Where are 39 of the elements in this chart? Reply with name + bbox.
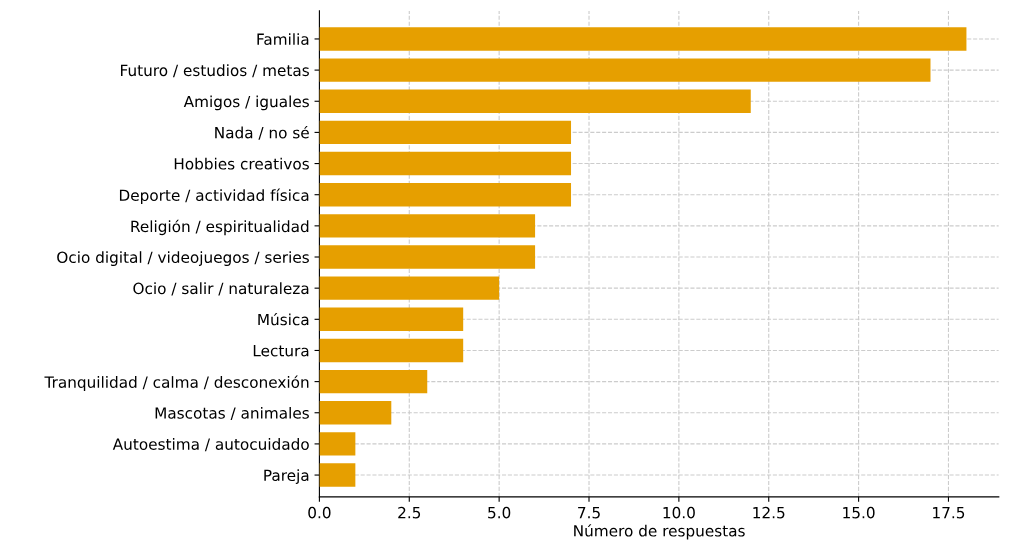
y-tick-label: Religión / espiritualidad — [131, 219, 309, 236]
y-tick-label: Deporte / actividad física — [119, 188, 309, 204]
bar — [319, 120, 572, 145]
y-tick-label: Hobbies creativos — [174, 157, 309, 170]
y-tick-label: Ocio / salir / naturaleza — [133, 282, 309, 296]
bar — [319, 463, 356, 487]
bar — [319, 307, 464, 331]
y-tick-label: Pareja — [264, 469, 309, 485]
y-tick-label: Familia — [257, 33, 309, 45]
x-tick-label: 17.5 — [933, 507, 965, 519]
bar — [319, 183, 572, 207]
bar — [319, 89, 751, 113]
y-tick-label: Amigos / iguales — [183, 95, 309, 111]
bar — [319, 432, 356, 456]
bar — [319, 276, 500, 300]
y-tick-label: Nada / no sé — [215, 125, 309, 140]
x-tick-label: 7.5 — [578, 507, 600, 519]
bar — [319, 27, 967, 51]
bar — [319, 245, 536, 269]
y-tick-label: Futuro / estudios / metas — [121, 64, 309, 78]
bar — [319, 214, 536, 238]
y-tick-label: Ocio digital / videojuegos / series — [57, 251, 309, 266]
y-tick-label: Tranquilidad / calma / desconexión — [44, 375, 309, 391]
y-tick-label: Autoestima / autocuidado — [112, 438, 309, 452]
y-tick-label: Música — [258, 312, 309, 326]
bar — [319, 369, 428, 394]
y-tick-label: Lectura — [253, 345, 309, 357]
x-tick-label: 5.0 — [488, 506, 511, 519]
y-tick-label: Mascotas / animales — [155, 406, 309, 420]
x-tick-label: 2.5 — [398, 506, 421, 519]
x-tick-label: 15.0 — [843, 506, 875, 519]
bar — [319, 401, 392, 425]
bar — [319, 58, 931, 82]
bar — [319, 338, 464, 363]
x-tick-label: 12.5 — [753, 506, 785, 519]
bar — [319, 151, 572, 176]
x-tick-label: 0.0 — [308, 506, 331, 519]
x-tick-label: 10.0 — [663, 506, 695, 519]
x-axis-title: Número de respuestas — [574, 524, 745, 540]
